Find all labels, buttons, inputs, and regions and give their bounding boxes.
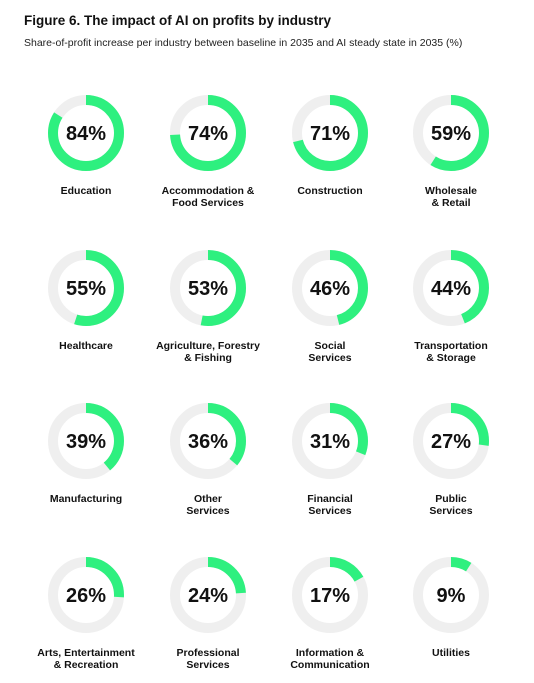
donut-value-label: 17% — [310, 585, 350, 607]
industry-label: Information & Communication — [290, 647, 370, 671]
donut-chart: 24% — [170, 557, 246, 633]
donut-chart: 17% — [292, 557, 368, 633]
donut-value-arc — [170, 250, 246, 326]
industry-label: Arts, Entertainment & Recreation — [37, 647, 135, 671]
donut-value-label: 44% — [431, 278, 471, 300]
donut-value-label: 74% — [188, 123, 228, 145]
donut-value-label: 84% — [66, 123, 106, 145]
donut-value-arc — [292, 557, 368, 633]
donut-value-arc — [292, 250, 368, 326]
donut-chart: 9% — [413, 557, 489, 633]
donut-chart: 71% — [292, 95, 368, 171]
donut-chart: 26% — [48, 557, 124, 633]
industry-label: Wholesale & Retail — [425, 185, 477, 209]
donut-value-arc — [413, 557, 489, 633]
industry-label: Transportation & Storage — [414, 340, 488, 364]
donut-value-arc — [413, 403, 489, 479]
donut-chart: 31% — [292, 403, 368, 479]
donut-chart: 55% — [48, 250, 124, 326]
donut-chart: 39% — [48, 403, 124, 479]
donut-value-label: 39% — [66, 431, 106, 453]
donut-chart: 74% — [170, 95, 246, 171]
donut-value-arc — [48, 95, 124, 171]
industry-label: Utilities — [432, 647, 470, 659]
donut-chart: 27% — [413, 403, 489, 479]
donut-chart: 36% — [170, 403, 246, 479]
industry-label: Agriculture, Forestry & Fishing — [156, 340, 260, 364]
industry-label: Financial Services — [307, 493, 353, 517]
industry-label: Other Services — [186, 493, 230, 517]
donut-value-label: 71% — [310, 123, 350, 145]
donut-value-label: 59% — [431, 123, 471, 145]
donut-chart: 46% — [292, 250, 368, 326]
industry-label: Construction — [297, 185, 363, 197]
donut-value-label: 26% — [66, 585, 106, 607]
donut-value-label: 53% — [188, 278, 228, 300]
industry-label: Public Services — [429, 493, 473, 517]
donut-value-label: 31% — [310, 431, 350, 453]
donut-value-arc — [292, 403, 368, 479]
donut-value-arc — [170, 557, 246, 633]
donut-value-label: 55% — [66, 278, 106, 300]
donut-value-arc — [413, 250, 489, 326]
donut-chart: 59% — [413, 95, 489, 171]
donut-value-arc — [48, 250, 124, 326]
donut-value-label: 9% — [437, 585, 466, 607]
industry-label: Healthcare — [59, 340, 113, 352]
industry-label: Professional Services — [176, 647, 240, 671]
industry-label: Accommodation & Food Services — [161, 185, 255, 209]
donut-value-arc — [413, 95, 489, 171]
donut-value-label: 27% — [431, 431, 471, 453]
industry-label: Education — [60, 185, 112, 197]
donut-value-arc — [170, 403, 246, 479]
donut-chart: 44% — [413, 250, 489, 326]
donut-value-arc — [170, 95, 246, 171]
industry-label: Social Services — [308, 340, 352, 364]
donut-value-arc — [48, 557, 124, 633]
donut-value-arc — [292, 95, 368, 171]
donut-chart: 53% — [170, 250, 246, 326]
donut-value-label: 36% — [188, 431, 228, 453]
donut-chart: 84% — [48, 95, 124, 171]
industry-label: Manufacturing — [49, 493, 123, 505]
donut-value-label: 46% — [310, 278, 350, 300]
figure-title: Figure 6. The impact of AI on profits by… — [24, 13, 332, 28]
donut-value-label: 24% — [188, 585, 228, 607]
figure-subtitle: Share-of-profit increase per industry be… — [24, 37, 463, 49]
donut-value-arc — [48, 403, 124, 479]
